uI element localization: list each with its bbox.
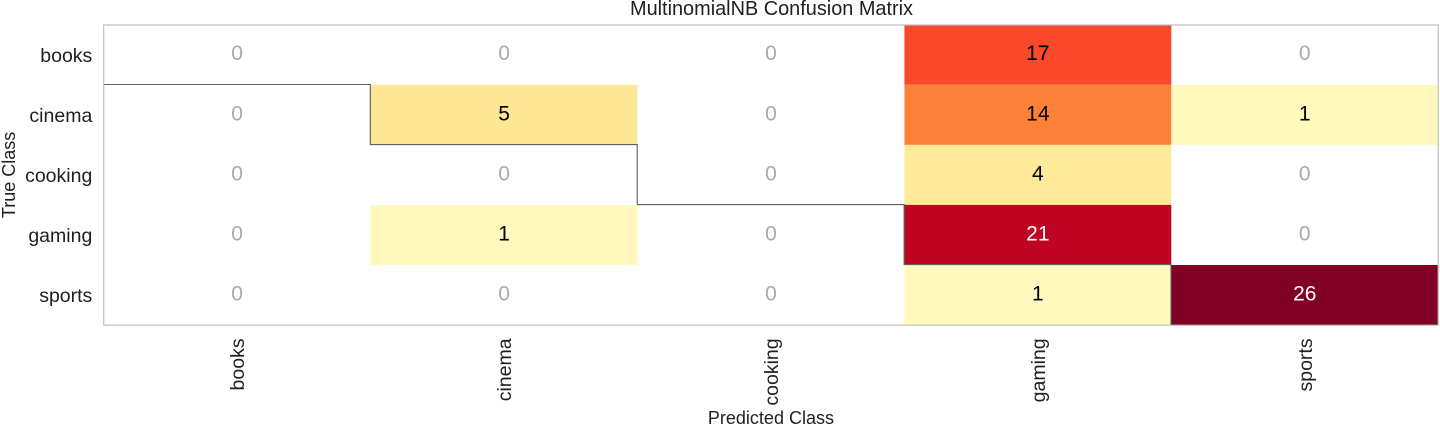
svg-text:0: 0 — [231, 102, 243, 125]
svg-text:gaming: gaming — [1028, 338, 1050, 402]
svg-text:cinema: cinema — [494, 338, 516, 401]
svg-text:Predicted Class: Predicted Class — [708, 408, 834, 425]
svg-text:0: 0 — [765, 282, 777, 305]
svg-text:0: 0 — [765, 162, 777, 185]
svg-text:0: 0 — [765, 102, 777, 125]
svg-text:17: 17 — [1026, 42, 1049, 65]
svg-text:1: 1 — [1299, 102, 1311, 125]
svg-text:cooking: cooking — [25, 165, 92, 187]
svg-text:0: 0 — [765, 42, 777, 65]
svg-text:1: 1 — [498, 222, 510, 245]
svg-text:True Class: True Class — [0, 132, 19, 218]
svg-text:14: 14 — [1026, 102, 1050, 125]
svg-text:cooking: cooking — [761, 338, 783, 405]
svg-text:0: 0 — [1299, 222, 1311, 245]
svg-text:1: 1 — [1032, 282, 1044, 305]
svg-text:4: 4 — [1032, 162, 1044, 185]
svg-text:5: 5 — [498, 102, 510, 125]
svg-text:MultinomialNB Confusion Matrix: MultinomialNB Confusion Matrix — [630, 0, 913, 20]
svg-text:21: 21 — [1026, 222, 1049, 245]
svg-text:cinema: cinema — [29, 105, 92, 127]
svg-text:0: 0 — [765, 222, 777, 245]
svg-text:books: books — [40, 45, 92, 67]
svg-text:gaming: gaming — [28, 225, 92, 247]
svg-text:sports: sports — [1295, 338, 1317, 391]
svg-text:0: 0 — [231, 42, 243, 65]
svg-text:26: 26 — [1293, 282, 1316, 305]
svg-text:0: 0 — [231, 222, 243, 245]
svg-text:0: 0 — [498, 162, 510, 185]
svg-text:0: 0 — [498, 282, 510, 305]
svg-text:0: 0 — [231, 162, 243, 185]
svg-text:0: 0 — [1299, 162, 1311, 185]
svg-text:sports: sports — [39, 285, 92, 307]
svg-text:0: 0 — [498, 42, 510, 65]
svg-text:books: books — [227, 338, 249, 390]
svg-text:0: 0 — [231, 282, 243, 305]
svg-text:0: 0 — [1299, 42, 1311, 65]
